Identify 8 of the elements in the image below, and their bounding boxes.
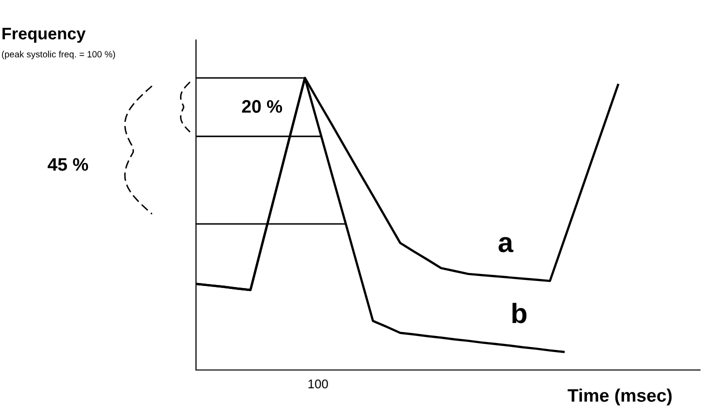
- series-label: a: [498, 237, 514, 252]
- annotation: 20 %: [242, 100, 282, 113]
- series-label: b: [512, 302, 526, 324]
- text: 45 %: [48, 158, 88, 171]
- x-axis-title: Time (msec): [568, 388, 672, 406]
- text: Frequency: [2, 28, 86, 43]
- text: 100: [308, 380, 328, 388]
- text: (peak systolic freq. = 100 %): [2, 50, 116, 60]
